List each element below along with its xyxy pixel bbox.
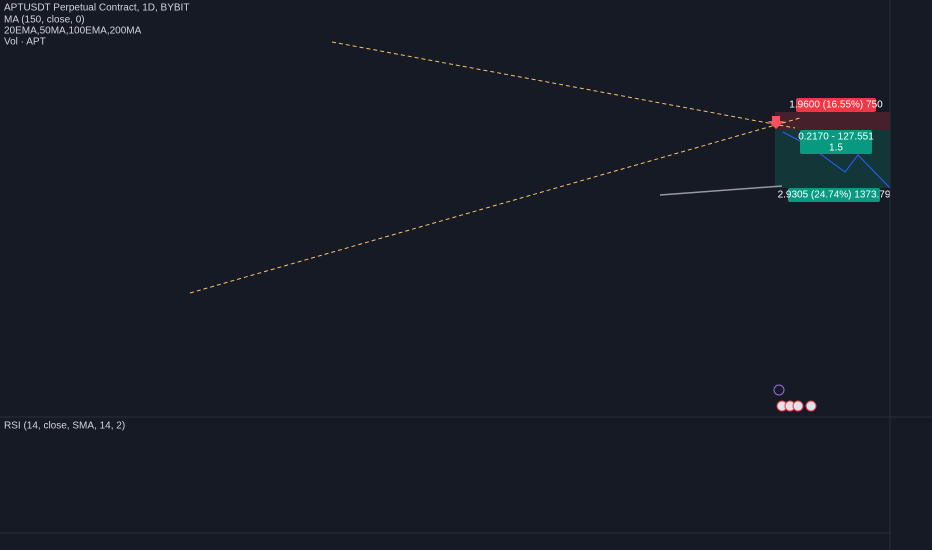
position-upper-label: 1.9600 (16.55%) 750 [789,100,883,111]
chart-title: APTUSDT Perpetual Contract, 1D, BYBIT [4,3,189,14]
label-box [796,98,876,112]
arrow-icon [768,116,784,129]
projection-path [782,131,891,189]
trendline [331,41,796,129]
indicator-label: 20EMA,50MA,100EMA,200MA [4,26,142,37]
icon [805,400,817,412]
position-ratio: 1.5 [829,143,843,154]
trendline [189,117,801,294]
risk-zone [775,112,890,130]
drawn-line [659,185,783,196]
indicator-label: Vol · APT [4,37,46,48]
indicator-label: MA (150, close, 0) [4,15,85,26]
event-icons [773,384,817,412]
rsi-title: RSI (14, close, SMA, 14, 2) [4,421,125,432]
label-box [788,188,880,202]
icon [773,384,785,396]
position-entry-label: 0.2170 - 127.551 [798,132,874,143]
icon [792,400,804,412]
label-box [800,130,872,154]
position-lower-label: 2.9305 (24.74%) 1373.79 [778,190,891,201]
